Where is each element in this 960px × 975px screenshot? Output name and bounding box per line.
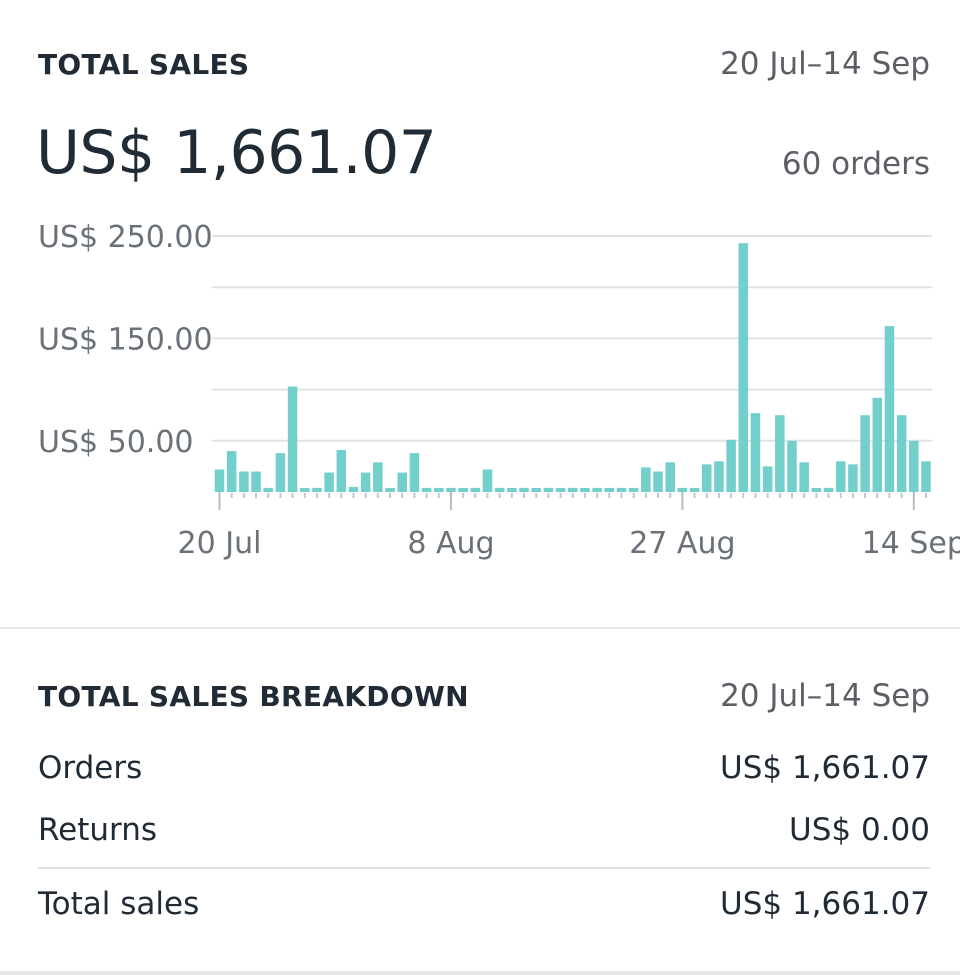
breakdown-title: TOTAL SALES BREAKDOWN [38,680,469,713]
sales-bar[interactable] [482,469,493,492]
sales-bar[interactable] [287,386,298,492]
y-tick-label: US$ 150.00 [38,322,213,357]
sales-bar[interactable] [336,450,347,492]
sales-bar[interactable] [604,487,615,492]
returns-label: Returns [38,812,158,848]
returns-value: US$ 0.00 [789,812,930,848]
sales-bar[interactable] [446,487,456,492]
y-tick-label: US$ 50.00 [38,425,194,460]
sales-bar[interactable] [909,440,919,492]
orders-count: 60 orders [781,146,930,182]
sales-bar[interactable] [872,397,883,492]
sales-bar[interactable] [823,487,834,492]
sales-bar[interactable] [519,487,529,492]
sales-bar[interactable] [665,462,675,492]
sales-bar[interactable] [458,487,468,492]
total-sales-row: Total sales US$ 1,661.07 [38,886,930,922]
sales-bar[interactable] [385,487,395,492]
sales-bar[interactable] [738,243,749,492]
sales-bar[interactable] [701,464,712,492]
sales-bar[interactable] [421,487,432,492]
sales-bar[interactable] [896,415,907,492]
sales-bar[interactable] [860,415,870,492]
sales-bar[interactable] [653,471,663,492]
sales-bar[interactable] [714,461,724,492]
sales-bar[interactable] [409,453,420,492]
breakdown-date-range: 20 Jul–14 Sep [720,678,930,714]
x-tick-label: 20 Jul [178,526,262,561]
sales-bar[interactable] [543,487,554,492]
sales-bar[interactable] [531,487,541,492]
sales-bar[interactable] [750,413,761,492]
sales-bar[interactable] [787,440,797,492]
bottom-border [0,971,960,975]
sales-bar[interactable] [641,467,651,492]
sales-bar[interactable] [348,486,359,492]
sales-bar[interactable] [848,464,858,492]
sales-bar[interactable] [628,487,639,492]
sales-bar-chart: US$ 250.00 US$ 150.00 US$ 50.00 20 Jul 8 Aug… [38,220,960,561]
x-tick-label: 27 Aug [629,526,735,561]
sales-bar[interactable] [677,487,688,492]
sales-bar[interactable] [762,466,773,492]
sales-bar[interactable] [434,487,444,492]
x-tick-label: 8 Aug [407,526,494,561]
sales-bar[interactable] [884,326,895,492]
sales-bar[interactable] [275,453,286,492]
total-sales-date-range: 20 Jul–14 Sep [720,46,930,82]
sales-bar[interactable] [263,487,273,492]
sales-bar[interactable] [214,469,225,492]
sales-bar[interactable] [592,487,602,492]
sales-bar[interactable] [616,487,627,492]
sales-bar[interactable] [580,487,590,492]
sales-bar[interactable] [324,472,334,492]
sales-bar[interactable] [373,462,383,492]
sales-bar[interactable] [470,487,481,492]
orders-label: Orders [38,750,143,786]
sales-bar[interactable] [811,487,822,492]
sales-bar[interactable] [300,487,310,492]
section-divider [0,627,960,629]
orders-row: Orders US$ 1,661.07 [38,750,930,786]
sales-bar[interactable] [799,462,809,492]
sales-bar[interactable] [555,487,566,492]
total-sales-amount: US$ 1,661.07 [36,118,437,188]
sales-bar[interactable] [312,487,322,492]
total-sales-label: Total sales [38,886,200,922]
sales-bar[interactable] [567,487,578,492]
sales-bar[interactable] [360,472,371,492]
orders-value: US$ 1,661.07 [720,750,930,786]
sales-bar[interactable] [726,439,736,492]
total-sales-value: US$ 1,661.07 [720,886,930,922]
sales-bar[interactable] [775,415,785,492]
sales-bar[interactable] [239,471,249,492]
returns-row: Returns US$ 0.00 [38,812,930,848]
total-separator [38,867,930,869]
sales-bar[interactable] [689,487,700,492]
sales-bar[interactable] [397,472,407,492]
y-tick-label: US$ 250.00 [38,220,213,255]
sales-bar[interactable] [507,487,517,492]
sales-bar[interactable] [251,471,261,492]
sales-bar[interactable] [835,461,846,492]
sales-bar[interactable] [921,461,931,492]
sales-bar[interactable] [494,487,505,492]
total-sales-title: TOTAL SALES [38,48,250,81]
x-tick-label: 14 Sep [862,526,960,561]
sales-bar[interactable] [226,451,237,492]
